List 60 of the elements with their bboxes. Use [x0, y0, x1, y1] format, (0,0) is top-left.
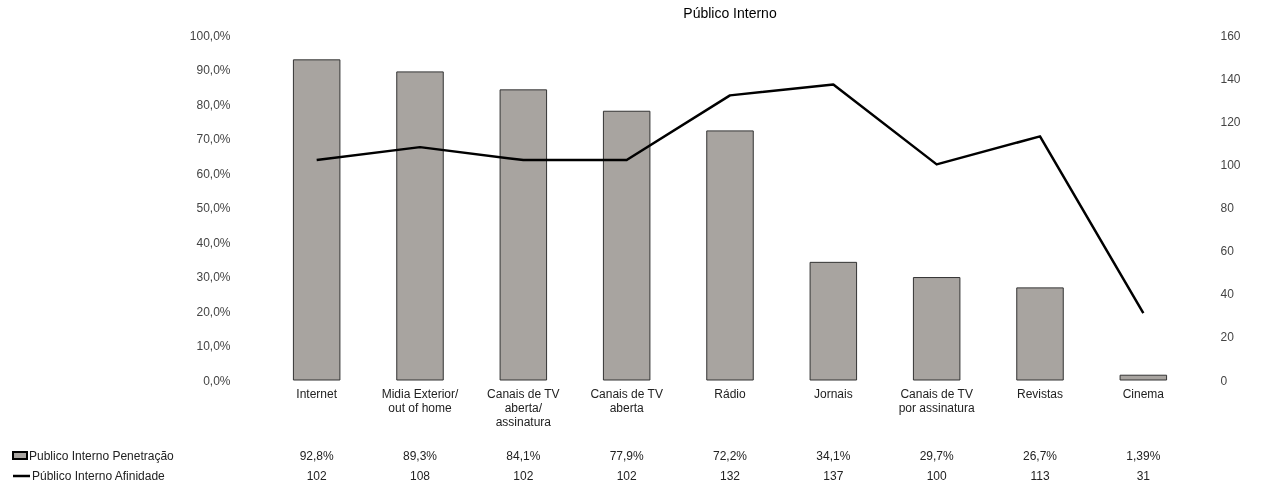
y2-tick-label: 140 — [1220, 71, 1241, 86]
bar — [396, 71, 444, 381]
data-label: 102 — [513, 469, 534, 483]
y2-tick-label: 40 — [1220, 287, 1235, 302]
y-tick-label: 30,0% — [196, 270, 231, 284]
y2-tick-label: 100 — [1220, 157, 1241, 172]
x-tick-label: Canais de TV por assinatura — [898, 386, 976, 415]
data-label: 89,3% — [402, 449, 438, 463]
x-tick-label: Cinema — [1122, 386, 1165, 401]
y2-tick-label: 80 — [1220, 201, 1235, 215]
data-label: 102 — [306, 469, 327, 483]
y-tick-label: 60,0% — [196, 166, 231, 181]
y-tick-label: 90,0% — [196, 63, 231, 77]
y2-tick-label: 120 — [1220, 114, 1241, 129]
data-label: 77,9% — [609, 449, 645, 463]
data-label: 26,7% — [1022, 449, 1058, 463]
y-tick-label: 40,0% — [196, 235, 231, 250]
bar — [912, 277, 961, 381]
y-tick-label: 50,0% — [196, 201, 231, 215]
legend-label: Público Interno Afinidade — [32, 469, 166, 483]
x-tick-label: Jornais — [813, 386, 853, 401]
y2-tick-label: 0 — [1220, 373, 1228, 388]
bar — [292, 59, 341, 381]
y-tick-label: 70,0% — [196, 132, 231, 146]
data-label: 100 — [926, 469, 947, 483]
data-label: 137 — [823, 469, 844, 483]
chart-title: Público Interno — [683, 5, 777, 21]
y2-tick-label: 60 — [1220, 244, 1235, 259]
y-tick-label: 100,0% — [189, 28, 231, 43]
y-tick-label: 80,0% — [196, 97, 231, 112]
x-tick-label: Canais de TV aberta/ assinatura — [487, 386, 560, 429]
data-label: 113 — [1030, 469, 1050, 483]
bar — [602, 110, 651, 381]
data-label: 108 — [409, 469, 431, 483]
y-tick-label: 0,0% — [203, 373, 231, 388]
x-tick-label: Revistas — [1016, 386, 1064, 401]
bar — [809, 261, 858, 381]
data-label: 102 — [616, 469, 637, 483]
y-tick-label: 10,0% — [196, 339, 231, 353]
data-label: 92,8% — [299, 449, 335, 463]
bar — [1016, 287, 1064, 381]
x-tick-label: Midia Exterior/ out of home — [381, 386, 460, 415]
data-label: 132 — [719, 469, 741, 483]
x-tick-label: Internet — [296, 386, 338, 401]
data-label: 84,1% — [506, 449, 541, 463]
bar — [706, 130, 754, 381]
legend-label: Publico Interno Penetração — [29, 449, 175, 463]
y-tick-label: 20,0% — [196, 304, 231, 319]
data-label: 29,7% — [919, 449, 955, 463]
bar — [499, 89, 548, 381]
line-series — [315, 83, 1145, 315]
data-label: 72,2% — [712, 449, 748, 463]
x-tick-label: Rádio — [714, 386, 746, 401]
y2-tick-label: 160 — [1220, 28, 1241, 43]
y2-tick-label: 20 — [1220, 330, 1235, 345]
data-label: 34,1% — [816, 449, 851, 463]
data-label: 31 — [1136, 469, 1151, 483]
data-label: 1,39% — [1126, 449, 1161, 463]
x-tick-label: Canais de TV aberta — [590, 386, 663, 415]
bar — [1119, 374, 1168, 381]
